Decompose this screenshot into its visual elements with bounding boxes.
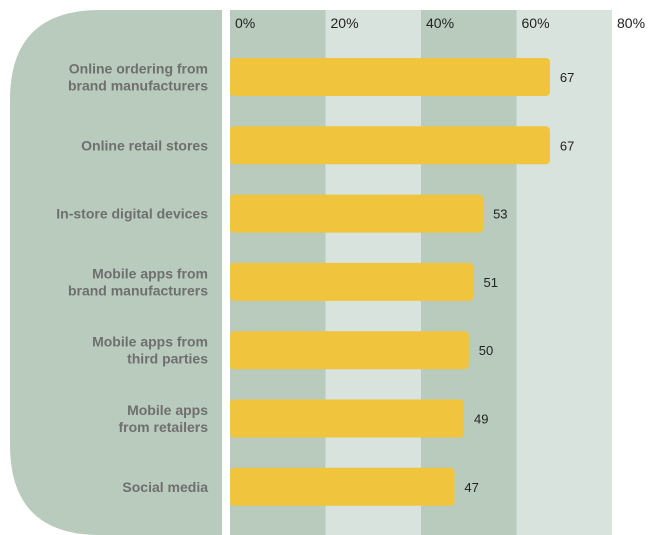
category-label: Mobile apps from brand manufacturers — [68, 265, 208, 298]
category-label-line: Mobile apps from — [92, 334, 208, 350]
category-label: Online retail stores — [81, 137, 208, 153]
category-label: Online ordering from brand manufacturers — [68, 61, 208, 94]
category-label-line: In-store digital devices — [56, 206, 208, 222]
x-tick-label: 0% — [235, 15, 255, 31]
bar-value-label: 47 — [464, 480, 478, 495]
x-axis-ticks: 0% 20% 40% 60% 80% — [235, 15, 645, 31]
x-tick-label: 80% — [617, 15, 645, 31]
bar — [230, 399, 464, 438]
bar — [230, 262, 474, 301]
bar — [230, 331, 469, 370]
category-label-line: brand manufacturers — [68, 78, 208, 94]
x-tick-label: 20% — [331, 15, 359, 31]
bar — [230, 58, 550, 96]
bar-value-label: 53 — [493, 207, 507, 222]
bar — [230, 467, 455, 506]
category-label-line: brand manufacturers — [68, 282, 208, 298]
category-label-line: Social media — [122, 479, 208, 495]
bar-value-label: 50 — [479, 343, 493, 358]
bar — [230, 126, 550, 165]
category-label-panel — [10, 10, 222, 535]
category-label-line: Mobile apps — [127, 402, 208, 418]
category-label-line: Online ordering from — [69, 61, 208, 77]
x-tick-label: 40% — [426, 15, 454, 31]
bar-series — [230, 58, 550, 506]
category-label: Mobile apps from third parties — [92, 334, 208, 367]
category-label-line: Mobile apps from — [92, 265, 208, 281]
bar-value-label: 67 — [560, 70, 574, 85]
category-label-line: Online retail stores — [81, 137, 208, 153]
value-labels: 67 67 53 51 50 49 47 — [464, 70, 574, 495]
x-tick-label: 60% — [522, 15, 550, 31]
bar-value-label: 67 — [560, 138, 574, 153]
category-label: In-store digital devices — [56, 206, 208, 222]
category-labels: Online ordering from brand manufacturersO… — [56, 61, 208, 495]
bar-value-label: 49 — [474, 412, 488, 427]
bar-value-label: 51 — [484, 275, 498, 290]
category-label-line: from retailers — [119, 419, 209, 435]
category-label-line: third parties — [127, 351, 208, 367]
bar — [230, 194, 484, 233]
category-label: Social media — [122, 479, 208, 495]
grid-band — [516, 10, 612, 535]
category-label: Mobile apps from retailers — [119, 402, 209, 435]
